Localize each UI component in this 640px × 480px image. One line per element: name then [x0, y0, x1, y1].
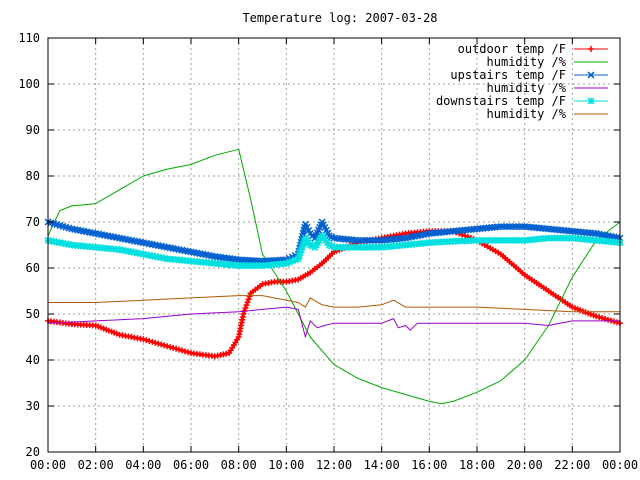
data-point: [285, 258, 293, 266]
data-point: [282, 259, 290, 267]
legend-item: humidity /%: [487, 55, 608, 69]
data-point: [605, 316, 612, 323]
x-tick-label: 18:00: [459, 458, 495, 472]
x-tick-label: 16:00: [411, 458, 447, 472]
legend-label: humidity /%: [487, 107, 567, 121]
y-tick-label: 40: [26, 353, 40, 367]
legend-label: outdoor temp /F: [458, 42, 566, 56]
data-point: [244, 299, 251, 306]
data-point: [173, 345, 180, 352]
data-point: [587, 97, 595, 105]
legend-label: downstairs temp /F: [436, 94, 566, 108]
data-point: [299, 240, 307, 248]
x-tick-label: 00:00: [602, 458, 638, 472]
data-point: [295, 252, 303, 260]
y-tick-label: 80: [26, 169, 40, 183]
data-point: [588, 46, 594, 52]
data-point: [614, 319, 621, 326]
data-point: [246, 293, 253, 300]
x-tick-label: 20:00: [507, 458, 543, 472]
legend-label: humidity /%: [487, 81, 567, 95]
x-tick-label: 00:00: [30, 458, 66, 472]
data-point: [176, 346, 183, 353]
y-tick-label: 20: [26, 445, 40, 459]
legend-item: humidity /%: [487, 107, 608, 121]
x-tick-label: 08:00: [221, 458, 257, 472]
data-point: [167, 344, 174, 351]
data-point: [143, 337, 150, 344]
data-point: [298, 243, 306, 251]
y-tick-label: 70: [26, 215, 40, 229]
data-point: [240, 311, 247, 317]
data-point: [170, 344, 177, 351]
data-point: [328, 242, 336, 250]
data-point: [245, 296, 252, 303]
y-tick-label: 50: [26, 307, 40, 321]
data-point: [164, 343, 171, 350]
series-6: [48, 295, 620, 313]
legend-label: upstairs temp /F: [450, 68, 566, 82]
x-tick-label: 06:00: [173, 458, 209, 472]
data-point: [146, 338, 153, 345]
x-tick-label: 12:00: [316, 458, 352, 472]
y-tick-label: 30: [26, 399, 40, 413]
x-tick-label: 02:00: [78, 458, 114, 472]
y-tick-label: 110: [18, 31, 40, 45]
data-point: [596, 314, 603, 321]
y-tick-label: 100: [18, 77, 40, 91]
data-point: [243, 302, 250, 309]
chart-title: Temperature log: 2007-03-28: [242, 11, 437, 25]
x-tick-label: 22:00: [554, 458, 590, 472]
y-tick-label: 60: [26, 261, 40, 275]
series-line: [48, 295, 620, 313]
data-point: [296, 249, 304, 257]
x-tick-label: 14:00: [364, 458, 400, 472]
data-point: [611, 318, 618, 325]
data-point: [294, 255, 302, 263]
data-point: [587, 71, 595, 79]
data-point: [599, 315, 606, 322]
data-point: [179, 347, 186, 354]
data-point: [306, 241, 314, 249]
axis-ticks: 20 30 40 50 60 70 80 90 100 110 00:00 02:00 04:00 06:…: [18, 31, 638, 472]
legend-item: downstairs temp /F: [436, 94, 608, 108]
data-point: [593, 313, 600, 320]
legend-item: outdoor temp /F: [458, 42, 608, 56]
data-point: [182, 348, 189, 355]
data-point: [297, 246, 305, 254]
series-layer: [44, 148, 624, 405]
series-2: [47, 148, 621, 405]
data-point: [161, 342, 168, 349]
data-point: [155, 340, 162, 347]
data-point: [149, 338, 156, 345]
series-5: [44, 232, 624, 270]
data-point: [242, 305, 249, 312]
legend-label: humidity /%: [487, 55, 567, 69]
data-point: [325, 241, 333, 249]
data-point: [309, 242, 317, 250]
data-point: [185, 349, 192, 356]
series-line: [47, 306, 620, 338]
x-tick-label: 04:00: [125, 458, 161, 472]
data-point: [152, 339, 159, 346]
data-point: [140, 336, 147, 343]
x-tick-label: 10:00: [268, 458, 304, 472]
legend-item: upstairs temp /F: [450, 68, 608, 82]
data-point: [288, 257, 296, 265]
y-tick-label: 90: [26, 123, 40, 137]
series-line: [47, 148, 621, 405]
data-point: [158, 341, 165, 348]
legend-item: humidity /%: [487, 81, 608, 95]
series-4: [47, 306, 620, 338]
data-point: [291, 256, 299, 264]
